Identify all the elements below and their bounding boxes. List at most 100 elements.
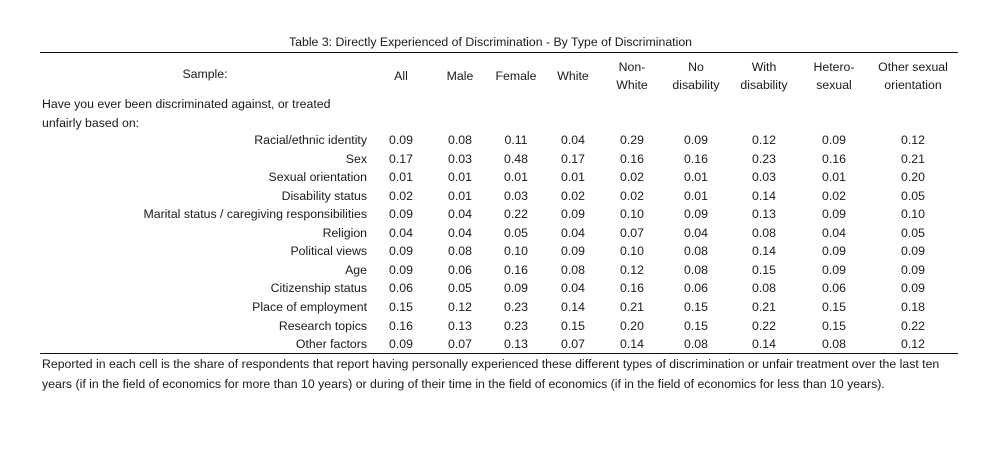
column-header-line-1: No — [688, 60, 704, 74]
column-header: Other sexual orientation — [868, 58, 958, 94]
top-rule — [40, 52, 958, 53]
table-row: Citizenship status 0.06 0.05 0.09 0.04 0.16 0.… — [0, 281, 981, 300]
table-cell: 0.09 — [504, 281, 528, 296]
table-row: Research topics 0.16 0.13 0.23 0.15 0.20 0.15 0… — [0, 319, 981, 338]
table-cell: 0.14 — [752, 188, 776, 203]
table-cell: 0.04 — [448, 207, 472, 222]
table-cell: 0.17 — [561, 151, 585, 166]
table-cell: 0.03 — [752, 170, 776, 185]
table-cell: 0.16 — [504, 262, 528, 277]
table-cell: 0.12 — [620, 262, 644, 277]
table-row: Other factors 0.09 0.07 0.13 0.07 0.14 0.08 0.1… — [0, 337, 981, 356]
table-cell: 0.04 — [389, 225, 413, 240]
table-cell: 0.06 — [389, 281, 413, 296]
table-cell: 0.09 — [561, 244, 585, 259]
table-cell: 0.21 — [752, 299, 776, 314]
table-cell: 0.10 — [620, 244, 644, 259]
table-cell: 0.04 — [684, 225, 708, 240]
table-cell: 0.12 — [448, 299, 472, 314]
table-cell: 0.01 — [684, 170, 708, 185]
table-cell: 0.20 — [620, 318, 644, 333]
bottom-rule — [40, 353, 958, 354]
table-cell: 0.08 — [684, 262, 708, 277]
table-cell: 0.15 — [684, 318, 708, 333]
table-cell: 0.15 — [752, 262, 776, 277]
row-label: Citizenship status — [270, 281, 367, 296]
table-cell: 0.06 — [822, 281, 846, 296]
table-cell: 0.09 — [389, 262, 413, 277]
table-cell: 0.01 — [448, 170, 472, 185]
table-row: Disability status 0.02 0.01 0.03 0.02 0.02 0.0… — [0, 189, 981, 208]
table-cell: 0.01 — [504, 170, 528, 185]
table-cell: 0.13 — [448, 318, 472, 333]
table-cell: 0.01 — [389, 170, 413, 185]
column-header: All — [394, 69, 408, 83]
table-cell: 0.06 — [448, 262, 472, 277]
table-cell: 0.05 — [901, 188, 925, 203]
table-cell: 0.08 — [752, 225, 776, 240]
question-text: Have you ever been discriminated against… — [42, 95, 372, 133]
table-row: Age 0.09 0.06 0.16 0.08 0.12 0.08 0.15 0.09 0.09 — [0, 263, 981, 282]
row-label: Research topics — [278, 318, 367, 333]
column-header-line-1: Non- — [618, 60, 646, 74]
table-row: Sex 0.17 0.03 0.48 0.17 0.16 0.16 0.23 0.16 0.21 — [0, 152, 981, 171]
column-header-line-2: sexual — [816, 78, 852, 92]
table-cell: 0.15 — [389, 299, 413, 314]
table-cell: 0.01 — [822, 170, 846, 185]
table-cell: 0.04 — [561, 133, 585, 147]
column-header: White — [557, 69, 589, 83]
table-title: Table 3: Directly Experienced of Discrim… — [289, 35, 692, 49]
table-row: Sexual orientation 0.01 0.01 0.01 0.01 0.02 0.… — [0, 170, 981, 189]
table-cell: 0.09 — [822, 244, 846, 259]
table-cell: 0.10 — [504, 244, 528, 259]
table-cell: 0.29 — [620, 133, 644, 147]
table-cell: 0.02 — [561, 188, 585, 203]
table-cell: 0.16 — [684, 151, 708, 166]
table-cell: 0.04 — [448, 225, 472, 240]
row-label: Marital status / caregiving responsibili… — [143, 207, 368, 222]
table-cell: 0.02 — [389, 188, 413, 203]
table-cell: 0.21 — [620, 299, 644, 314]
question-line-2: unfairly based on: — [42, 116, 140, 130]
table-row: Marital status / caregiving responsibili… — [0, 207, 981, 226]
row-label: Sex — [345, 151, 367, 166]
table-cell: 0.16 — [389, 318, 413, 333]
table-cell: 0.02 — [822, 188, 846, 203]
column-header-line-1: Hetero- — [813, 60, 855, 74]
table-cell: 0.03 — [448, 151, 472, 166]
table-cell: 0.48 — [504, 151, 528, 166]
table-cell: 0.09 — [389, 133, 413, 147]
table-cell: 0.17 — [389, 151, 413, 166]
table-cell: 0.04 — [561, 225, 585, 240]
table-cell: 0.12 — [901, 337, 925, 352]
table-cell: 0.08 — [684, 337, 708, 352]
table-cell: 0.08 — [822, 337, 846, 352]
table-cell: 0.04 — [561, 281, 585, 296]
table-cell: 0.21 — [901, 151, 925, 166]
row-label: Age — [345, 262, 367, 277]
sample-label: Sample: — [182, 67, 228, 81]
row-label: Religion — [322, 225, 367, 240]
column-header: Non- White — [587, 58, 677, 94]
column-header-line-2: White — [616, 78, 648, 92]
table-cell: 0.15 — [561, 318, 585, 333]
table-cell: 0.23 — [752, 151, 776, 166]
table-cell: 0.20 — [901, 170, 925, 185]
column-header: With disability — [719, 58, 809, 94]
table-row: Political views 0.09 0.08 0.10 0.09 0.10 0.08 0… — [0, 244, 981, 263]
table-cell: 0.22 — [504, 207, 528, 222]
column-header-line-2: orientation — [884, 78, 942, 92]
table-cell: 0.15 — [822, 318, 846, 333]
column-header-line-1: Other sexual — [878, 60, 948, 74]
table-cell: 0.01 — [448, 188, 472, 203]
table-cell: 0.22 — [901, 318, 925, 333]
table-cell: 0.16 — [822, 151, 846, 166]
table-cell: 0.05 — [504, 225, 528, 240]
table-row: Religion 0.04 0.04 0.05 0.04 0.07 0.04 0.08 0.04… — [0, 226, 981, 245]
table-cell: 0.09 — [389, 207, 413, 222]
table-cell: 0.12 — [901, 133, 925, 147]
column-header: No disability — [651, 58, 741, 94]
table-cell: 0.09 — [561, 207, 585, 222]
column-header-line-1: With — [751, 60, 777, 74]
table-note: Reported in each cell is the share of re… — [42, 357, 940, 391]
